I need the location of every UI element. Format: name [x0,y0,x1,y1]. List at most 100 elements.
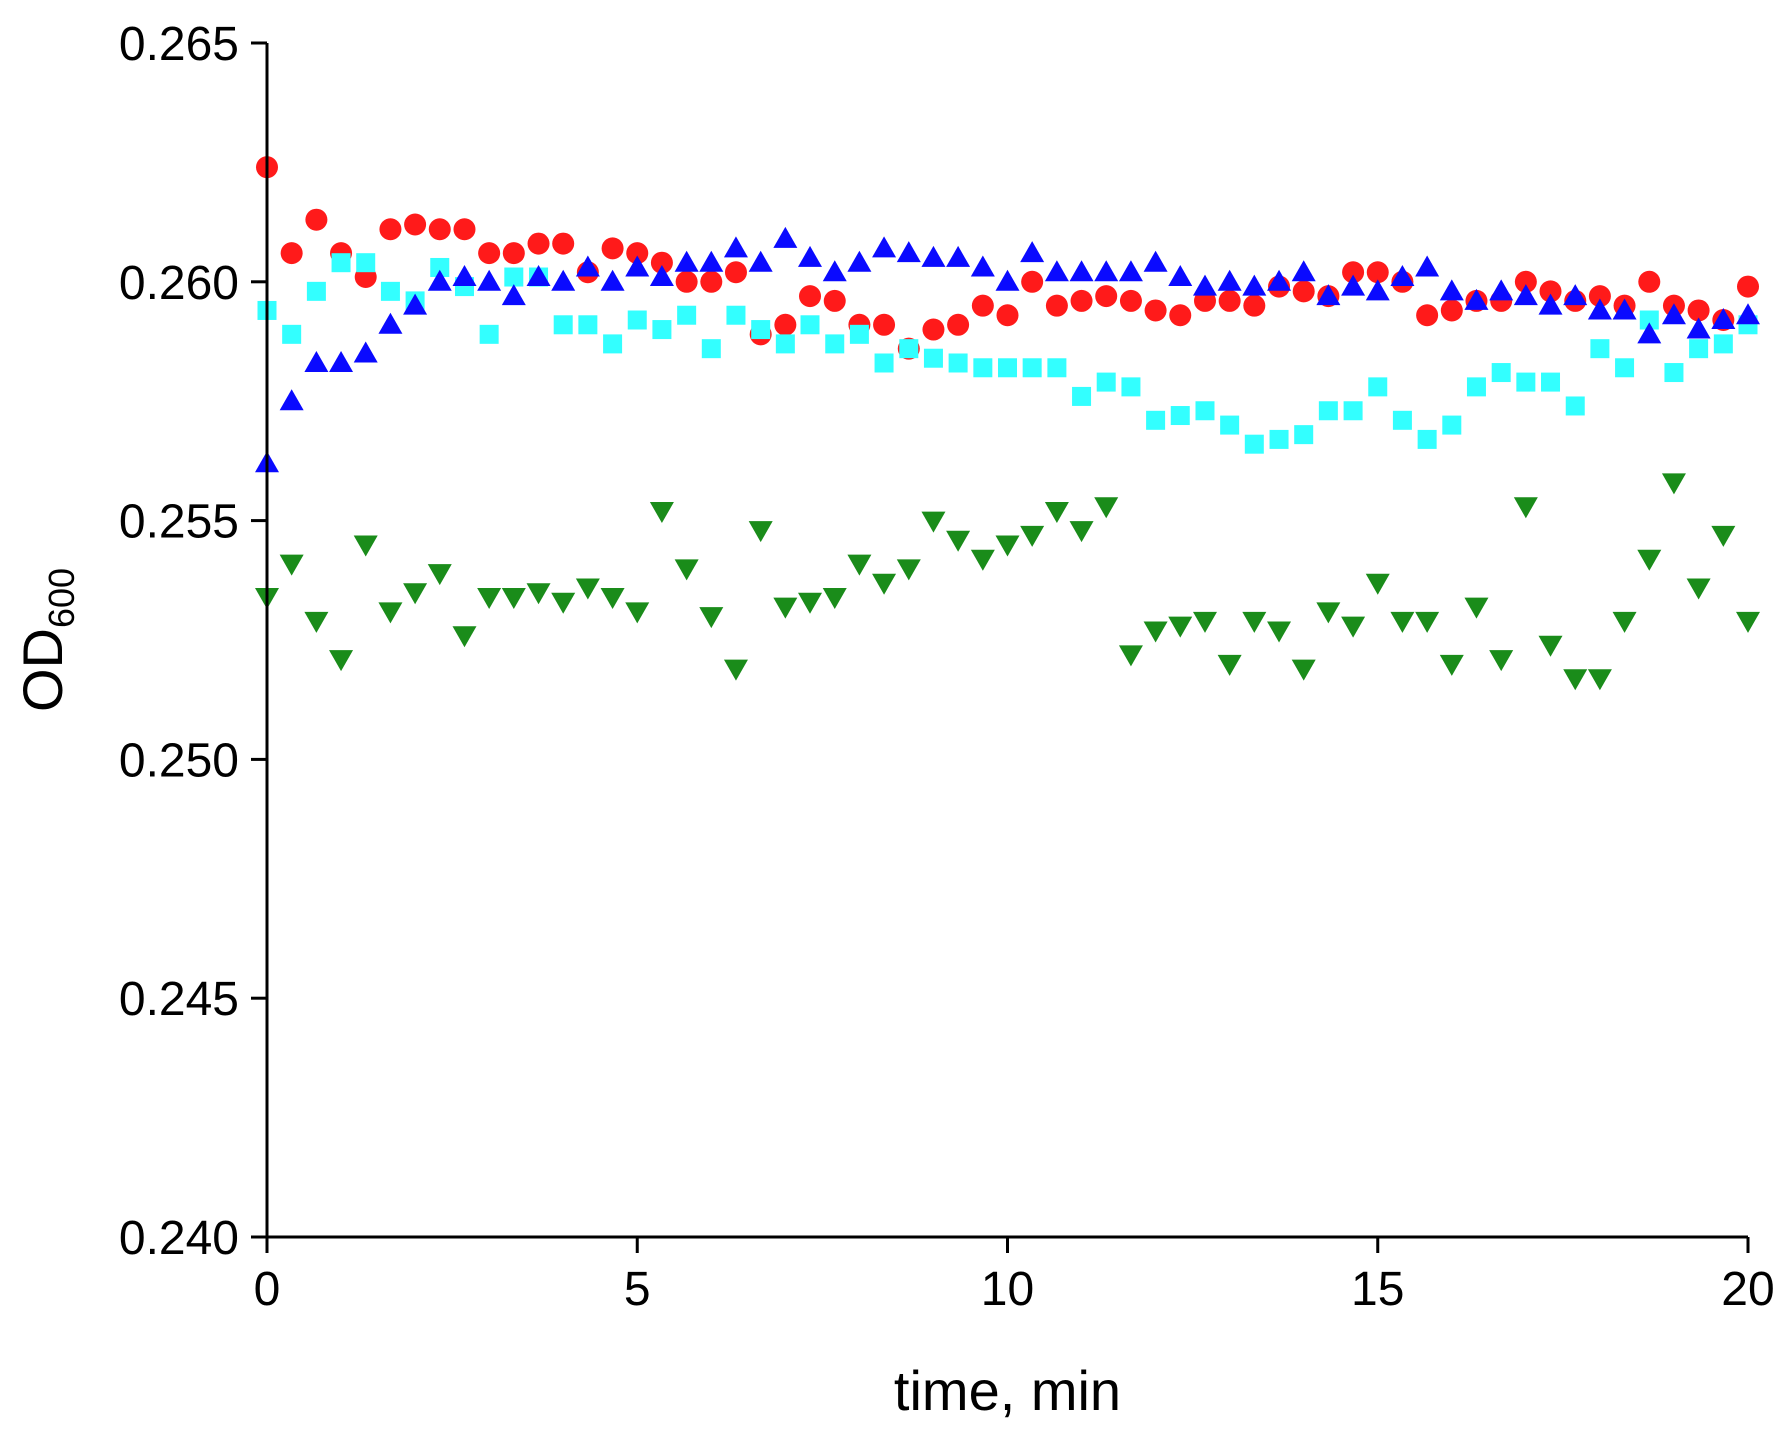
data-point [1612,298,1637,320]
data-point [1587,669,1612,691]
series-triangle-down [255,473,1760,691]
data-point [600,588,625,610]
data-point [874,353,894,373]
data-point [478,242,501,265]
data-point [380,281,400,301]
data-point [677,305,697,325]
data-point [1047,358,1067,378]
data-point [675,270,698,293]
data-point [947,313,970,336]
data-point [674,250,699,272]
data-point [1541,372,1561,392]
data-point [921,245,946,267]
data-point [847,554,872,576]
data-point [774,313,797,336]
y-tick-label: 0.265 [119,18,239,71]
data-point [1588,285,1611,308]
data-point [353,535,378,557]
x-tick-label: 15 [1351,1263,1404,1316]
data-point [649,265,674,287]
data-point [331,253,351,273]
data-point [502,242,525,265]
data-point [1044,502,1069,524]
data-point [477,588,502,610]
data-point [527,232,550,255]
data-point [1689,339,1709,359]
x-axis-title: time, min [894,1359,1121,1422]
data-point [652,320,672,340]
data-point [403,293,428,315]
data-point [430,257,450,277]
data-point [921,511,946,533]
y-tick-label: 0.255 [119,496,239,549]
data-point [1565,396,1585,416]
data-point [773,597,798,619]
data-point [1664,363,1684,383]
data-point [551,269,576,291]
data-point [798,592,823,614]
series-circle [256,156,1759,360]
y-axis-ticks: 0.240 0.245 0.250 0.255 0.260 0.265 [119,18,267,1265]
data-point [723,659,748,681]
data-point [1516,372,1536,392]
data-point [1217,269,1242,291]
data-point [603,334,623,354]
data-point [1170,406,1190,426]
data-point [1661,303,1686,325]
data-point [822,588,847,610]
data-point [995,535,1020,557]
data-point [305,208,328,231]
data-point [1464,288,1489,310]
y-tick-label: 0.250 [119,734,239,787]
data-point [575,578,600,600]
data-point [1316,602,1341,624]
data-point [825,334,845,354]
data-point [1737,275,1759,298]
data-point [501,588,526,610]
data-point [627,310,647,330]
data-point [1045,294,1068,317]
data-point [1637,549,1662,571]
data-point [1513,284,1538,306]
data-point [553,315,573,335]
data-point [1612,611,1637,633]
data-point [799,285,822,308]
data-point [1341,616,1366,638]
data-point [625,602,650,624]
data-point [625,255,650,277]
data-point [1242,274,1267,296]
data-point [822,260,847,282]
data-point [946,530,971,552]
plot-area [255,156,1760,691]
data-point [1439,654,1464,676]
data-point [971,294,994,317]
data-point [896,241,921,263]
data-point [872,236,897,258]
y-axis-title-main: OD [11,628,74,712]
y-tick-label: 0.260 [119,257,239,310]
data-point [800,315,820,335]
data-point [404,213,427,236]
data-point [1144,299,1167,322]
data-point [1118,260,1143,282]
data-point [748,521,773,543]
data-point [847,250,872,272]
data-point [1244,434,1264,454]
data-point [1368,377,1388,397]
data-point [1538,293,1563,315]
data-point [282,324,302,344]
data-point [896,559,921,581]
data-point [922,318,945,341]
data-point [1169,304,1192,327]
data-point [1095,285,1118,308]
data-point [526,583,551,605]
data-point [453,218,476,241]
data-point [1168,265,1193,287]
series-square [257,253,1758,454]
data-point [304,350,329,372]
data-point [650,251,673,274]
data-point [1192,274,1217,296]
y-tick-label: 0.245 [119,973,239,1026]
data-point [699,607,724,629]
data-point [946,245,971,267]
